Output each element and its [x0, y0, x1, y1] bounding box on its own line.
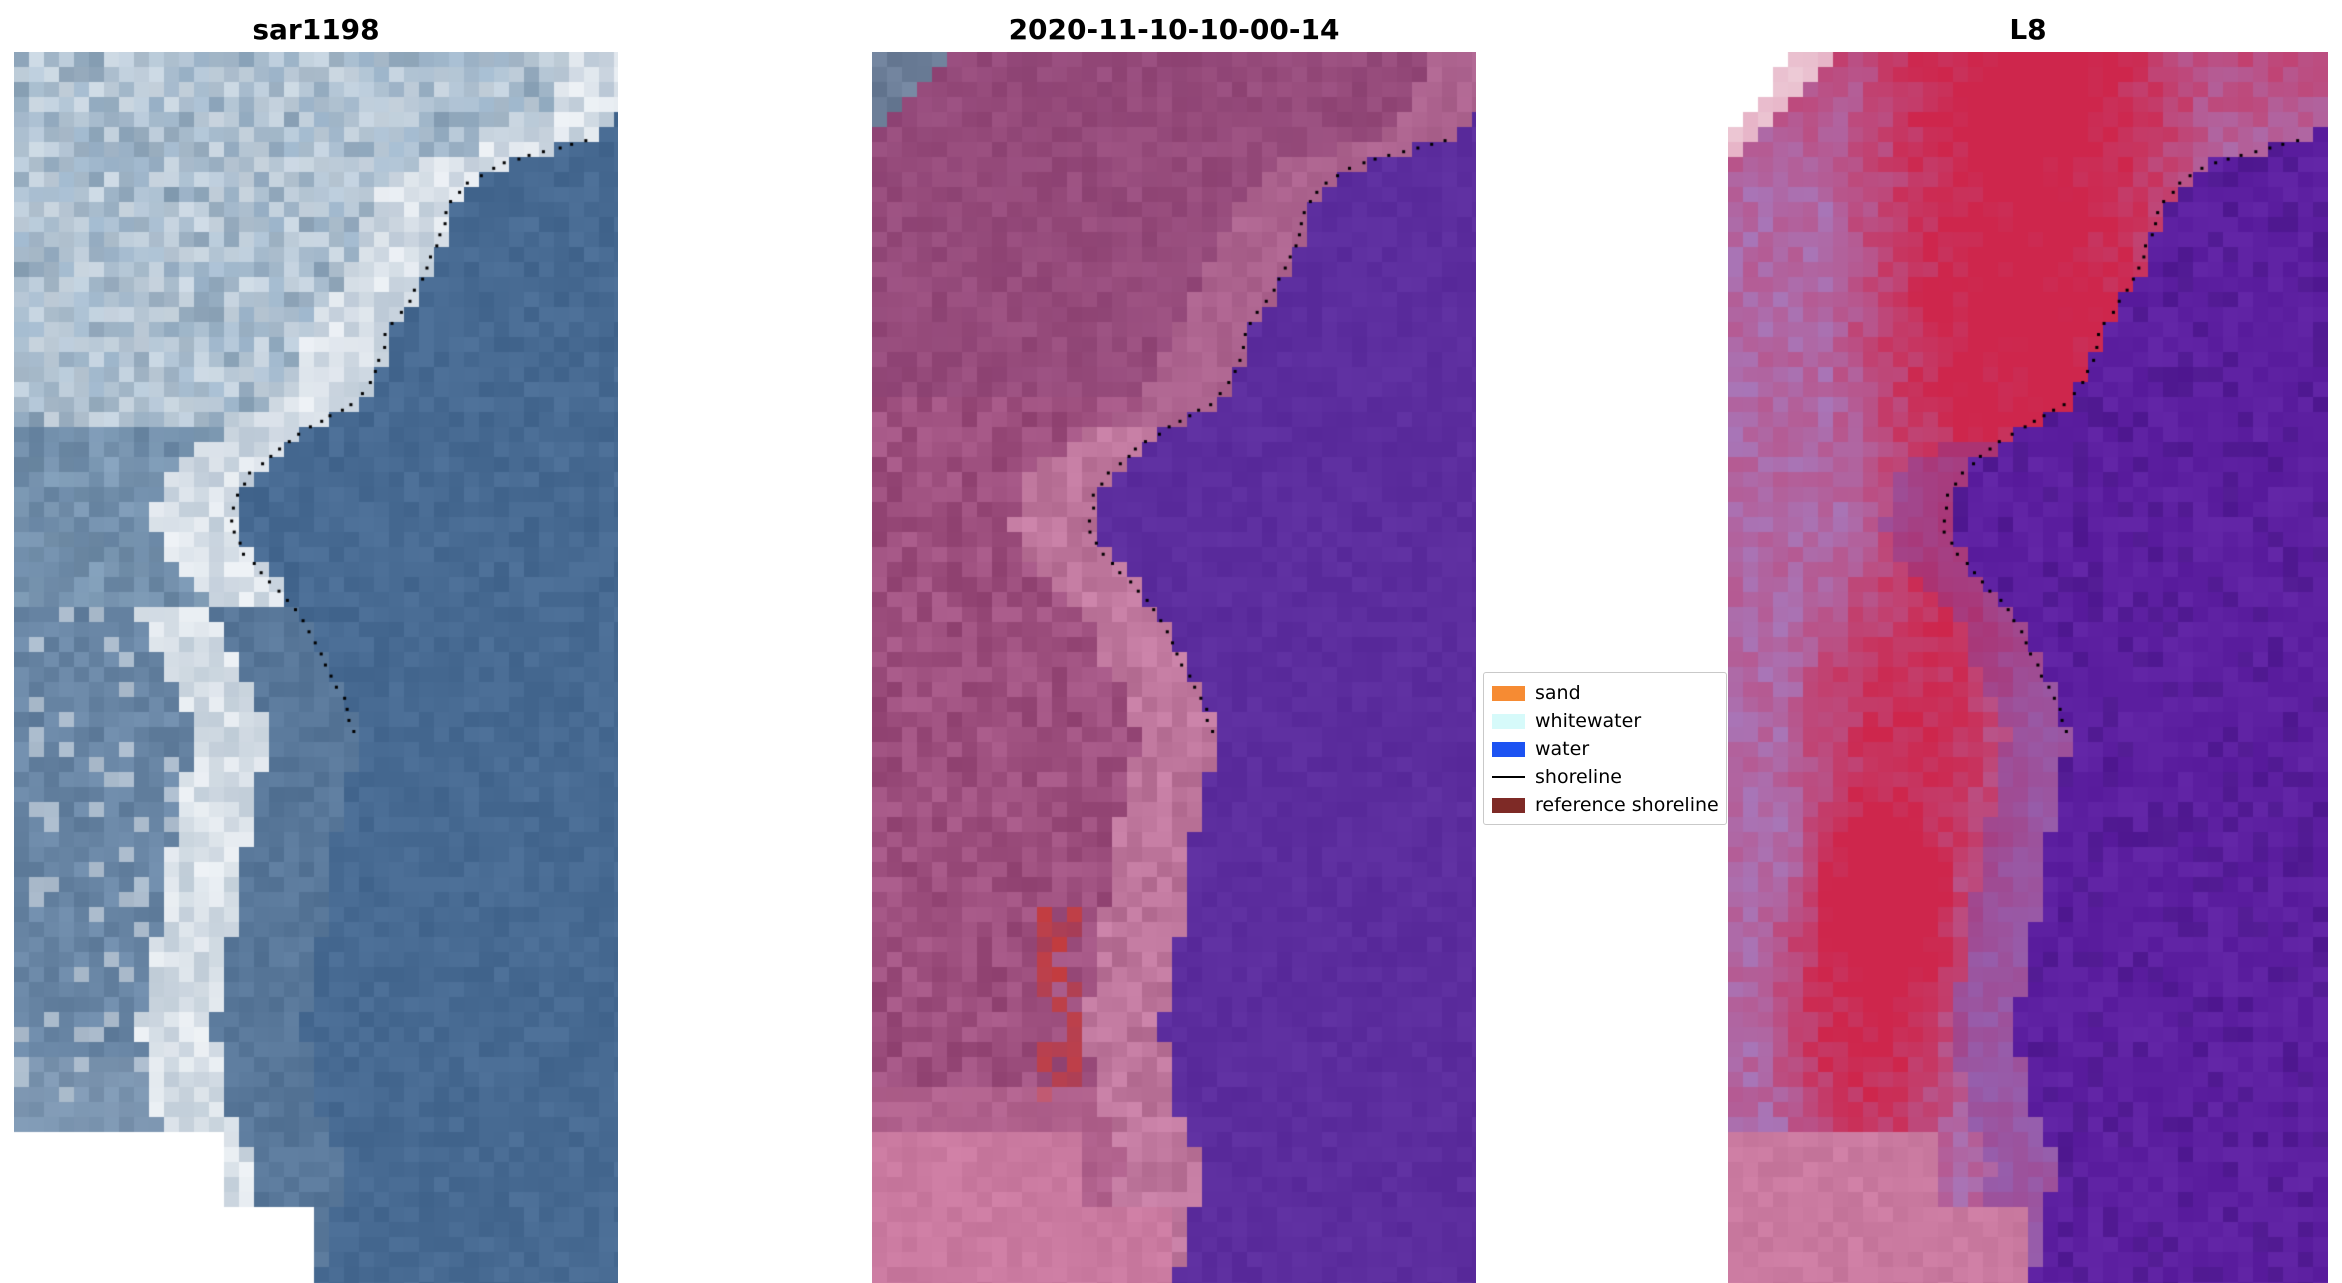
panel-classified: 2020-11-10-10-00-14: [872, 8, 1476, 1283]
legend-label: whitewater: [1535, 710, 1642, 732]
legend-swatch-water: [1492, 741, 1525, 757]
legend: sand whitewater water shoreline reference sh…: [1483, 672, 1727, 825]
legend-item: water: [1492, 735, 1726, 763]
panel-title-classified: 2020-11-10-10-00-14: [1008, 13, 1340, 46]
panel-title-l8: L8: [2009, 13, 2047, 46]
panel-title-sar1198: sar1198: [252, 13, 380, 46]
legend-label: sand: [1535, 682, 1581, 704]
legend-label: shoreline: [1535, 766, 1622, 788]
legend-swatch-whitewater: [1492, 713, 1525, 729]
legend-label: water: [1535, 738, 1590, 760]
panel-sar1198: sar1198: [14, 8, 618, 1283]
legend-item: shoreline: [1492, 763, 1726, 791]
legend-item: reference shoreline: [1492, 791, 1726, 819]
legend-item: whitewater: [1492, 707, 1726, 735]
legend-line-swatch-shoreline: [1492, 770, 1525, 785]
panel-l8: L8: [1728, 8, 2328, 1283]
sar-satellite-image: [14, 52, 618, 1283]
legend-swatch-sand: [1492, 685, 1525, 701]
legend-label: reference shoreline: [1535, 794, 1719, 816]
classified-satellite-image: [872, 52, 1476, 1283]
l8-satellite-image: [1728, 52, 2328, 1283]
legend-swatch-reference-shoreline: [1492, 797, 1525, 813]
legend-item: sand: [1492, 679, 1726, 707]
